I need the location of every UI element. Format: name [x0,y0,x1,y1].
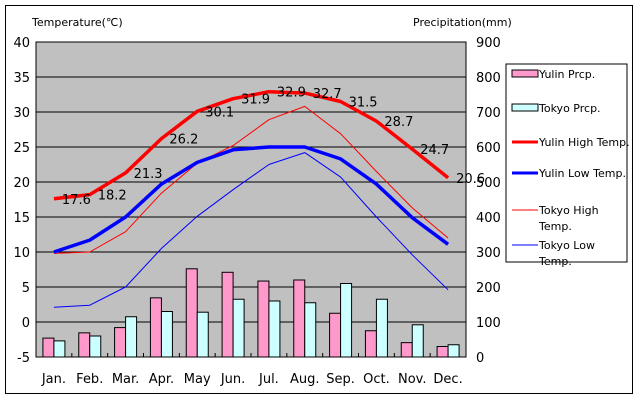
data-label: 28.7 [384,115,413,130]
right-tick-label: 500 [476,176,501,191]
data-label: 26.2 [169,133,198,148]
right-tick-label: 200 [476,281,501,296]
bar-yulin-prcp [257,280,270,358]
legend-label: Tokyo Prcp. [538,102,601,115]
bar-yulin-prcp [42,337,55,358]
x-tick-label: Sep. [326,372,355,387]
left-tick-label: 5 [22,281,30,296]
bar-yulin-prcp [78,332,91,358]
bar-tokyo-prcp [125,316,138,358]
left-tick-label: 40 [13,36,30,51]
x-tick-label: Jan. [41,372,66,387]
bar-yulin-prcp [221,271,234,358]
bar-tokyo-prcp [53,340,66,358]
x-tick-label: Apr. [149,372,174,387]
bar-tokyo-prcp [375,298,388,358]
x-tick-label: Jun. [220,372,245,387]
data-label: 17.6 [62,193,91,208]
bar-tokyo-prcp [340,283,353,358]
x-tick-label: May [184,372,211,387]
left-tick-label: 10 [13,246,30,261]
bar-yulin-prcp [114,327,127,358]
legend-label: Yulin Prcp. [538,68,595,81]
legend-label: Tokyo High [538,204,599,217]
bar-yulin-prcp [149,297,162,358]
bar-yulin-prcp [364,330,377,358]
tokyo-high-temp-line [53,105,449,254]
bar-yulin-prcp [293,279,306,358]
left-tick-label: 0 [22,316,30,331]
right-tick-label: 600 [476,141,501,156]
tokyo-low-temp-line [53,152,449,308]
bar-yulin-prcp [329,312,342,358]
right-tick-label: 300 [476,246,501,261]
legend-label: Yulin High Temp. [538,136,630,149]
bar-tokyo-prcp [447,344,460,358]
legend-swatch-tokyo-prcp [511,103,539,112]
left-axis-title: Temperature(℃) [31,16,123,29]
left-tick-label: 15 [13,211,30,226]
data-label: 32.7 [313,87,342,102]
legend-swatch-yulin-prcp [511,69,539,78]
x-tick-label: Aug. [290,372,320,387]
bar-tokyo-prcp [268,300,281,358]
left-tick-label: 20 [13,176,30,191]
legend-label: Temp. [538,255,572,268]
right-tick-label: 900 [476,36,501,51]
data-label: 32.9 [277,86,306,101]
legend: Yulin Prcp. Tokyo Prcp. Yulin High Temp. Yu… [505,63,630,268]
bar-tokyo-prcp [304,302,317,358]
x-tick-label: Jul. [258,372,279,387]
data-label: 31.9 [241,93,270,108]
legend-label: Temp. [538,220,572,233]
x-tick-label: Mar. [112,372,139,387]
data-label: 21.3 [134,167,163,182]
bar-tokyo-prcp [196,311,209,358]
bar-yulin-prcp [400,342,413,358]
data-label: 20.6 [456,172,485,187]
data-label: 31.5 [349,96,378,111]
right-axis-title: Precipitation(mm) [413,16,512,29]
legend-label: Tokyo Low [538,239,595,252]
data-label: 30.1 [205,105,234,120]
yulin-low-temp-line [53,145,450,254]
bar-yulin-prcp [436,346,449,358]
yulin-high-temp-line [53,89,450,201]
x-tick-label: Nov. [398,372,427,387]
right-tick-label: 800 [476,71,501,86]
data-label: 24.7 [420,143,449,158]
left-tick-label: 30 [13,106,30,121]
bar-tokyo-prcp [89,335,102,358]
bar-tokyo-prcp [411,324,424,358]
plot-area: 40 35 30 25 20 15 10 5 0 -5 900 800 700 600 500 400 300 2… [13,36,500,387]
bar-yulin-prcp [185,268,198,358]
right-tick-label: 100 [476,316,501,331]
bar-tokyo-prcp [160,311,173,358]
legend-box [505,63,628,263]
bar-tokyo-prcp [232,298,245,358]
left-tick-label: 25 [13,141,30,156]
x-tick-label: Dec. [433,372,462,387]
legend-label: Yulin Low Temp. [538,167,626,180]
x-tick-label: Oct. [363,372,390,387]
left-tick-label: -5 [17,351,30,366]
right-tick-label: 400 [476,211,501,226]
data-label: 18.2 [98,189,127,204]
x-tick-label: Feb. [76,372,103,387]
left-tick-label: 35 [13,71,30,86]
right-tick-label: 700 [476,106,501,121]
right-tick-label: 0 [476,351,484,366]
